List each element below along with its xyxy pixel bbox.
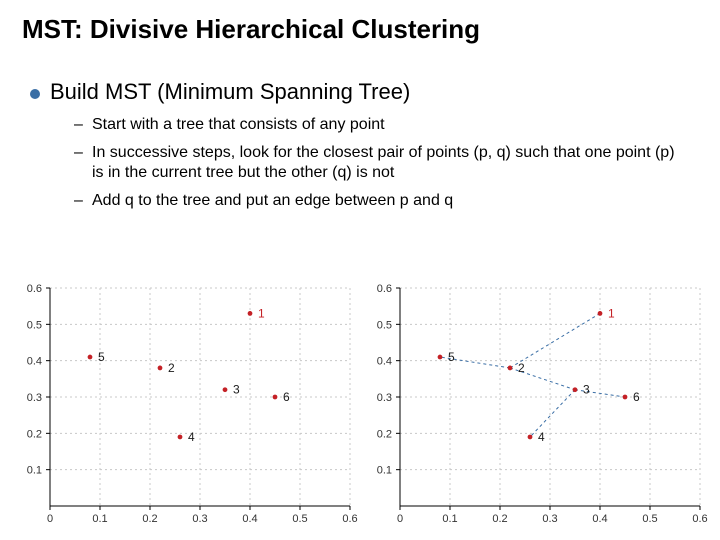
svg-text:0.6: 0.6 [342,513,357,525]
svg-text:0.1: 0.1 [442,513,457,525]
dash-icon: – [74,191,92,211]
page-title: MST: Divisive Hierarchical Clustering [0,0,720,45]
sub-item: – Add q to the tree and put an edge betw… [74,187,680,215]
sub-bullet-list: – Start with a tree that consists of any… [0,105,720,215]
svg-text:0.3: 0.3 [377,392,392,404]
svg-text:1: 1 [258,306,265,320]
svg-text:0.4: 0.4 [27,356,42,368]
svg-text:2: 2 [168,361,175,375]
sub-item: – In successive steps, look for the clos… [74,139,680,187]
svg-text:0.6: 0.6 [377,283,392,295]
svg-text:0.5: 0.5 [27,319,42,331]
svg-text:2: 2 [518,361,525,375]
sub-item-text: Start with a tree that consists of any p… [92,115,385,135]
sub-item-text: Add q to the tree and put an edge betwee… [92,191,453,211]
svg-text:3: 3 [583,383,590,397]
svg-text:6: 6 [283,390,290,404]
main-bullet: Build MST (Minimum Spanning Tree) [0,45,720,105]
sub-item: – Start with a tree that consists of any… [74,111,680,139]
svg-text:0.4: 0.4 [377,356,392,368]
scatter-chart-left: 0 0.1 0.2 0.3 0.4 0.5 0.6 0.1 0.2 0.3 0.4 0.5 0.6 1 2 3… [14,280,360,530]
svg-text:0.5: 0.5 [642,513,657,525]
svg-text:0.2: 0.2 [377,428,392,440]
svg-text:0.3: 0.3 [27,392,42,404]
svg-text:0.1: 0.1 [377,465,392,477]
svg-text:0.5: 0.5 [292,513,307,525]
svg-text:0.3: 0.3 [192,513,207,525]
svg-text:6: 6 [633,390,640,404]
svg-text:0.4: 0.4 [592,513,607,525]
svg-text:5: 5 [98,350,105,364]
svg-text:0.2: 0.2 [142,513,157,525]
svg-text:0.1: 0.1 [92,513,107,525]
svg-text:0.2: 0.2 [27,428,42,440]
svg-text:0.6: 0.6 [27,283,42,295]
svg-text:0.3: 0.3 [542,513,557,525]
svg-text:4: 4 [188,430,195,444]
svg-text:5: 5 [448,350,455,364]
svg-text:0.5: 0.5 [377,319,392,331]
svg-text:0.6: 0.6 [692,513,707,525]
svg-text:0: 0 [397,513,403,525]
bullet-icon [30,89,40,99]
svg-text:0.1: 0.1 [27,465,42,477]
svg-text:0: 0 [47,513,53,525]
dash-icon: – [74,143,92,163]
svg-text:1: 1 [608,306,615,320]
sub-item-text: In successive steps, look for the closes… [92,143,680,183]
mst-chart-right: 0 0.1 0.2 0.3 0.4 0.5 0.6 0.1 0.2 0.3 0.4 0.5 0.6 1 2 3… [364,280,710,530]
svg-text:0.2: 0.2 [492,513,507,525]
svg-text:4: 4 [538,430,545,444]
main-bullet-text: Build MST (Minimum Spanning Tree) [50,79,410,105]
dash-icon: – [74,115,92,135]
svg-text:0.4: 0.4 [242,513,257,525]
charts-row: 0 0.1 0.2 0.3 0.4 0.5 0.6 0.1 0.2 0.3 0.4 0.5 0.6 1 2 3… [14,280,706,530]
svg-text:3: 3 [233,383,240,397]
